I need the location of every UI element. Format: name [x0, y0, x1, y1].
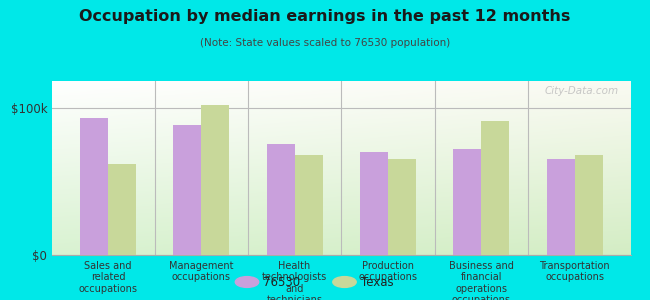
Bar — [388, 159, 416, 255]
Bar — [453, 149, 481, 255]
Bar — [575, 155, 603, 255]
Text: City-Data.com: City-Data.com — [545, 86, 619, 96]
Bar — [360, 152, 388, 255]
Bar — [202, 105, 229, 255]
Bar — [294, 155, 322, 255]
Bar — [481, 121, 509, 255]
Bar — [174, 125, 202, 255]
Text: 76530: 76530 — [263, 275, 300, 289]
Bar — [266, 144, 294, 255]
Text: Texas: Texas — [361, 275, 393, 289]
Text: Occupation by median earnings in the past 12 months: Occupation by median earnings in the pas… — [79, 9, 571, 24]
Bar — [108, 164, 136, 255]
Text: (Note: State values scaled to 76530 population): (Note: State values scaled to 76530 popu… — [200, 38, 450, 47]
Bar — [80, 118, 108, 255]
Bar — [547, 159, 575, 255]
